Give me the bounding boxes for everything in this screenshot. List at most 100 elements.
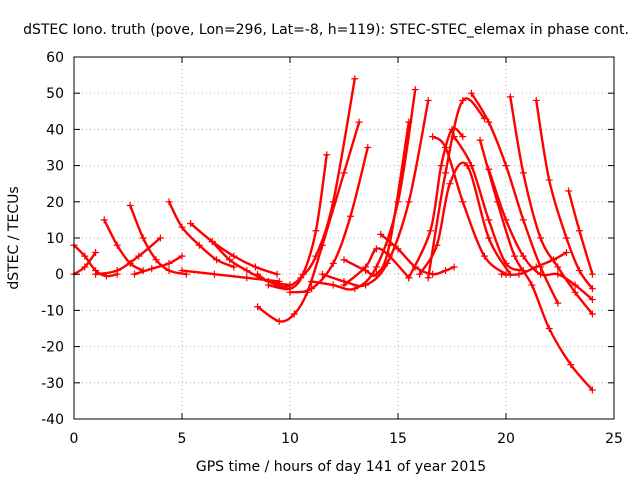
- data-point: [459, 133, 467, 141]
- series-line: [267, 153, 328, 291]
- data-point: [565, 187, 573, 195]
- data-point: [502, 216, 510, 224]
- data-point: [575, 227, 583, 235]
- data-point: [442, 144, 450, 151]
- data-point: [178, 267, 186, 275]
- series-line: [133, 254, 184, 276]
- data-point: [372, 270, 380, 278]
- y-tick-label: 10: [46, 231, 64, 247]
- data-series: [70, 75, 596, 394]
- data-point: [135, 252, 143, 260]
- series-22: [429, 133, 510, 278]
- series-15: [308, 86, 419, 293]
- data-point: [459, 198, 467, 206]
- data-point: [429, 133, 437, 141]
- series-7: [165, 198, 238, 271]
- data-point: [113, 241, 121, 249]
- data-point: [485, 216, 493, 224]
- data-point: [308, 277, 316, 285]
- data-point: [588, 285, 596, 293]
- data-point: [545, 176, 553, 184]
- series-30: [532, 96, 596, 293]
- series-line: [94, 236, 162, 276]
- data-point: [588, 310, 596, 318]
- data-point: [429, 270, 437, 278]
- data-point: [208, 238, 216, 246]
- data-point: [502, 259, 510, 267]
- data-point: [81, 263, 89, 271]
- data-point: [502, 162, 510, 170]
- data-point: [528, 281, 536, 289]
- data-point: [340, 169, 348, 177]
- y-tick-labels: -40 -30 -20 -10 0 10 20 30 40 50 60: [41, 50, 64, 428]
- tick-marks: [73, 56, 615, 420]
- data-point: [506, 93, 514, 101]
- data-point: [437, 162, 445, 170]
- data-point: [442, 169, 450, 177]
- data-point: [362, 263, 370, 271]
- data-point: [318, 241, 326, 249]
- series-line: [470, 92, 560, 305]
- y-tick-label: 50: [46, 86, 64, 102]
- series-29: [506, 93, 596, 318]
- data-point: [459, 96, 467, 104]
- y-tick-label: 0: [55, 267, 64, 283]
- series-line: [256, 120, 361, 323]
- data-point: [178, 223, 186, 231]
- data-point: [372, 263, 380, 271]
- data-point: [273, 270, 281, 278]
- data-point: [450, 263, 458, 271]
- data-point: [411, 86, 419, 94]
- x-tick-label: 25: [605, 431, 623, 447]
- series-line: [567, 189, 594, 276]
- data-point: [113, 267, 121, 275]
- data-point: [385, 252, 393, 260]
- data-point: [554, 263, 562, 271]
- data-point: [156, 234, 164, 242]
- data-point: [362, 281, 370, 289]
- series-20: [405, 125, 467, 282]
- series-8: [178, 267, 283, 285]
- data-point: [588, 296, 596, 304]
- series-line: [487, 168, 594, 301]
- data-point: [519, 169, 527, 177]
- series-line: [418, 161, 512, 276]
- data-point: [329, 281, 337, 289]
- data-point: [312, 227, 320, 235]
- data-point: [480, 252, 488, 260]
- data-point: [152, 256, 160, 264]
- series-line: [535, 99, 594, 290]
- data-point: [485, 118, 493, 126]
- data-point: [187, 220, 195, 228]
- data-point: [346, 212, 354, 220]
- y-tick-label: -20: [41, 340, 64, 356]
- x-tick-label: 15: [389, 431, 407, 447]
- y-tick-label: 40: [46, 122, 64, 138]
- series-27: [485, 165, 596, 304]
- data-point: [165, 259, 173, 267]
- y-tick-label: 20: [46, 195, 64, 211]
- series-16: [318, 96, 432, 289]
- data-point: [532, 96, 540, 104]
- data-point: [405, 198, 413, 206]
- data-point: [126, 201, 134, 209]
- data-point: [485, 165, 493, 173]
- data-point: [355, 118, 363, 126]
- data-point: [243, 267, 251, 275]
- data-point: [467, 89, 475, 97]
- y-axis-label: dSTEC / TECUs: [6, 186, 22, 289]
- data-point: [446, 180, 454, 188]
- data-point: [243, 274, 251, 282]
- data-point: [476, 136, 484, 144]
- data-point: [340, 281, 348, 289]
- data-point: [537, 270, 545, 278]
- data-point: [537, 234, 545, 242]
- data-point: [532, 263, 540, 271]
- x-tick-label: 0: [70, 431, 79, 447]
- data-point: [308, 285, 316, 293]
- data-point: [519, 216, 527, 224]
- data-point: [519, 252, 527, 260]
- data-point: [567, 361, 575, 369]
- chart-title: dSTEC Iono. truth (pove, Lon=296, Lat=-8…: [23, 22, 629, 38]
- data-point: [286, 288, 294, 296]
